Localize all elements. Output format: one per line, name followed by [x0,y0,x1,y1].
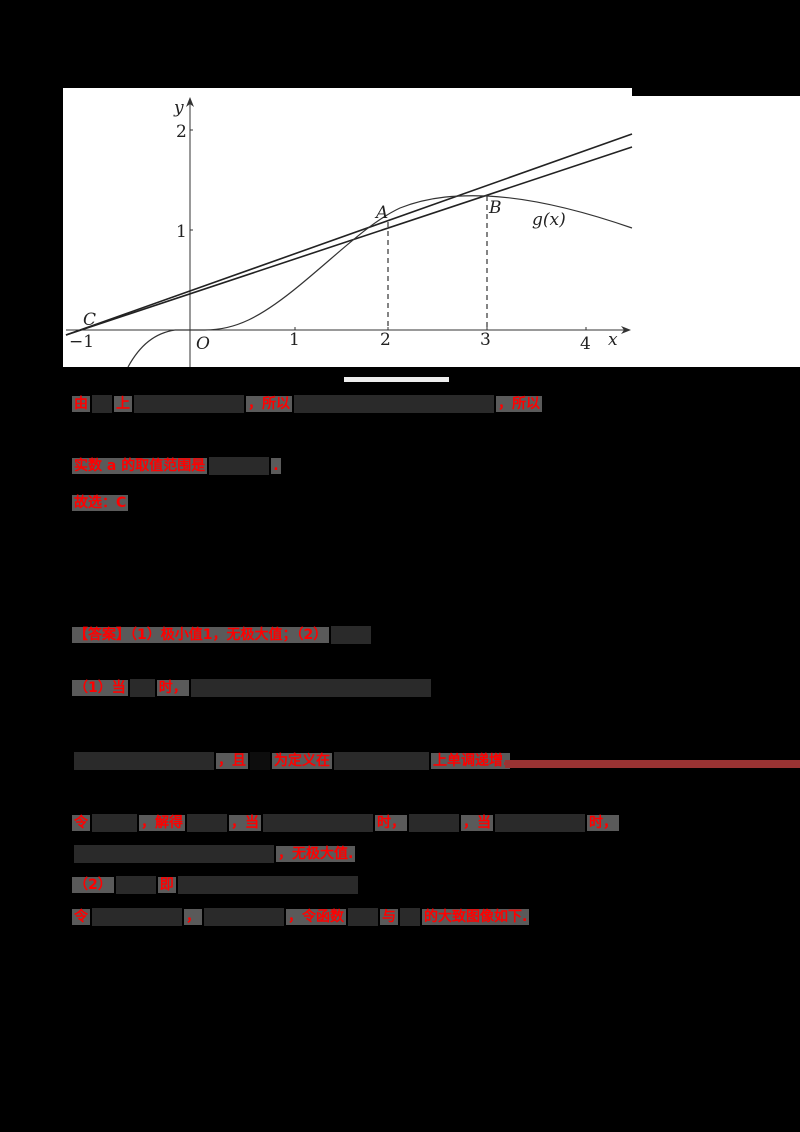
answer-heading: 【答案】（1）极小值1，无极大值；（2） [72,624,373,648]
x-tick-4: 4 [580,334,591,354]
red-divider-bar [505,760,800,768]
g-curve [127,195,633,368]
graph-panel [63,88,632,367]
x-tick-3: 3 [480,330,491,350]
y-tick-2: 2 [176,122,187,142]
tangent-line-lower [65,146,633,336]
answer-choice: 故选：C [72,495,129,511]
origin-label: O [196,334,210,354]
text-line-1: 由上，所以 ，所以 [72,395,542,413]
graph-panel-extension [632,96,800,367]
x-tick-1: 1 [289,330,300,350]
text-line-9: （2）即 [72,874,360,898]
point-C-label: C [83,310,96,330]
text-line-7: 令，解得 ，当 时， ，当 时， [72,814,619,832]
text-line-6: ，且 为定义在 上单调递增. [72,750,511,774]
text-line-5: （1）当 时， [72,677,433,701]
text-line-10: 令，，令函数与的大致图像如下. [72,908,530,926]
point-B-label: B [488,198,502,218]
x-axis-label: x [608,330,618,350]
y-axis-label: y [173,98,184,118]
tangent-line-upper [65,133,633,336]
point-A-label: A [374,203,388,223]
x-tick-2: 2 [380,330,391,350]
y-tick-1: 1 [176,222,187,242]
function-graph: y x O 2 1 −1 1 2 3 4 A B C g(x) [65,97,633,368]
text-line-8: ，无极大值. [72,843,356,867]
x-tick-neg1: −1 [69,332,94,352]
curve-label: g(x) [532,210,566,230]
obscured-fraction-bar [344,377,449,382]
text-line-2: 实数 a 的取值范围是. [72,457,281,475]
